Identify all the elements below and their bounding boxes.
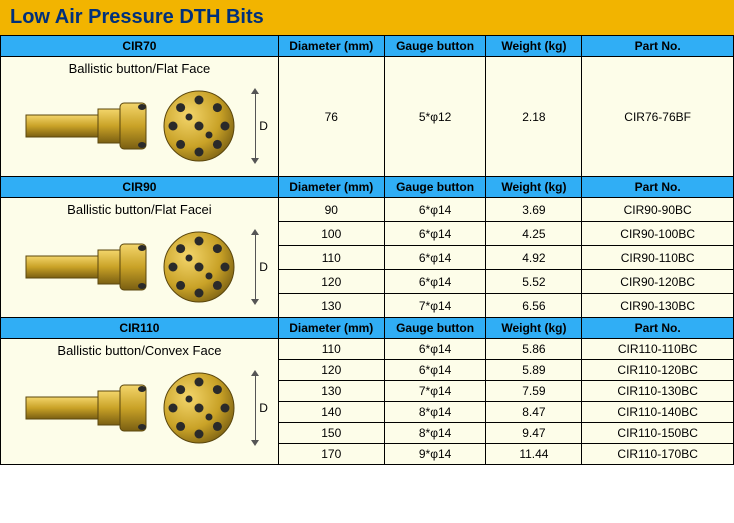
cell-gauge: 6*φ14 <box>384 270 486 294</box>
col-part: Part No. <box>582 318 734 339</box>
cell-gauge: 6*φ14 <box>384 360 486 381</box>
col-part: Part No. <box>582 36 734 57</box>
cell-weight: 6.56 <box>486 294 582 318</box>
table-row: Ballistic button/Convex Face D <box>1 339 734 360</box>
cell-weight: 5.89 <box>486 360 582 381</box>
cell-diameter: 170 <box>278 444 384 465</box>
cell-gauge: 7*φ14 <box>384 294 486 318</box>
cell-weight: 4.92 <box>486 246 582 270</box>
dimension-d-label: D <box>259 119 268 133</box>
col-diameter: Diameter (mm) <box>278 177 384 198</box>
cell-weight: 8.47 <box>486 402 582 423</box>
cell-gauge: 8*φ14 <box>384 423 486 444</box>
section-image-cell: Ballistic button/Flat Face D <box>1 57 279 177</box>
bit-illustration <box>24 83 254 169</box>
section-name: CIR110 <box>1 318 279 339</box>
cell-weight: 11.44 <box>486 444 582 465</box>
cell-weight: 2.18 <box>486 57 582 177</box>
page-title: Low Air Pressure DTH Bits <box>0 0 734 35</box>
cell-part: CIR110-130BC <box>582 381 734 402</box>
cell-part: CIR90-110BC <box>582 246 734 270</box>
cell-part: CIR76-76BF <box>582 57 734 177</box>
col-gauge: Gauge button <box>384 177 486 198</box>
cell-gauge: 6*φ14 <box>384 222 486 246</box>
col-diameter: Diameter (mm) <box>278 318 384 339</box>
section-image-cell: Ballistic button/Flat Facei D <box>1 198 279 318</box>
cell-gauge: 8*φ14 <box>384 402 486 423</box>
dimension-d-label: D <box>259 260 268 274</box>
cell-weight: 5.86 <box>486 339 582 360</box>
cell-gauge: 6*φ14 <box>384 246 486 270</box>
col-diameter: Diameter (mm) <box>278 36 384 57</box>
col-part: Part No. <box>582 177 734 198</box>
cell-part: CIR110-150BC <box>582 423 734 444</box>
cell-weight: 4.25 <box>486 222 582 246</box>
cell-diameter: 120 <box>278 360 384 381</box>
col-gauge: Gauge button <box>384 318 486 339</box>
cell-gauge: 6*φ14 <box>384 339 486 360</box>
bit-illustration <box>24 224 254 310</box>
cell-diameter: 110 <box>278 246 384 270</box>
col-gauge: Gauge button <box>384 36 486 57</box>
col-weight: Weight (kg) <box>486 177 582 198</box>
cell-part: CIR110-170BC <box>582 444 734 465</box>
cell-part: CIR90-120BC <box>582 270 734 294</box>
cell-part: CIR90-130BC <box>582 294 734 318</box>
section-name: CIR90 <box>1 177 279 198</box>
cell-gauge: 6*φ14 <box>384 198 486 222</box>
cell-part: CIR110-120BC <box>582 360 734 381</box>
cell-weight: 5.52 <box>486 270 582 294</box>
cell-weight: 3.69 <box>486 198 582 222</box>
cell-part: CIR110-140BC <box>582 402 734 423</box>
cell-weight: 9.47 <box>486 423 582 444</box>
cell-diameter: 76 <box>278 57 384 177</box>
cell-diameter: 130 <box>278 381 384 402</box>
cell-diameter: 100 <box>278 222 384 246</box>
section-subtitle: Ballistic button/Convex Face <box>5 339 274 362</box>
cell-part: CIR90-90BC <box>582 198 734 222</box>
dimension-d-label: D <box>259 401 268 415</box>
bit-illustration <box>24 365 254 451</box>
cell-part: CIR110-110BC <box>582 339 734 360</box>
spec-table: CIR70 Diameter (mm) Gauge button Weight … <box>0 35 734 465</box>
table-row: Ballistic button/Flat Facei D <box>1 198 734 222</box>
cell-diameter: 120 <box>278 270 384 294</box>
cell-weight: 7.59 <box>486 381 582 402</box>
cell-diameter: 150 <box>278 423 384 444</box>
section-subtitle: Ballistic button/Flat Face <box>5 57 274 80</box>
cell-diameter: 130 <box>278 294 384 318</box>
cell-gauge: 7*φ14 <box>384 381 486 402</box>
section-name: CIR70 <box>1 36 279 57</box>
cell-diameter: 110 <box>278 339 384 360</box>
col-weight: Weight (kg) <box>486 36 582 57</box>
cell-diameter: 90 <box>278 198 384 222</box>
cell-diameter: 140 <box>278 402 384 423</box>
col-weight: Weight (kg) <box>486 318 582 339</box>
cell-gauge: 5*φ12 <box>384 57 486 177</box>
section-image-cell: Ballistic button/Convex Face D <box>1 339 279 465</box>
cell-part: CIR90-100BC <box>582 222 734 246</box>
cell-gauge: 9*φ14 <box>384 444 486 465</box>
section-subtitle: Ballistic button/Flat Facei <box>5 198 274 221</box>
